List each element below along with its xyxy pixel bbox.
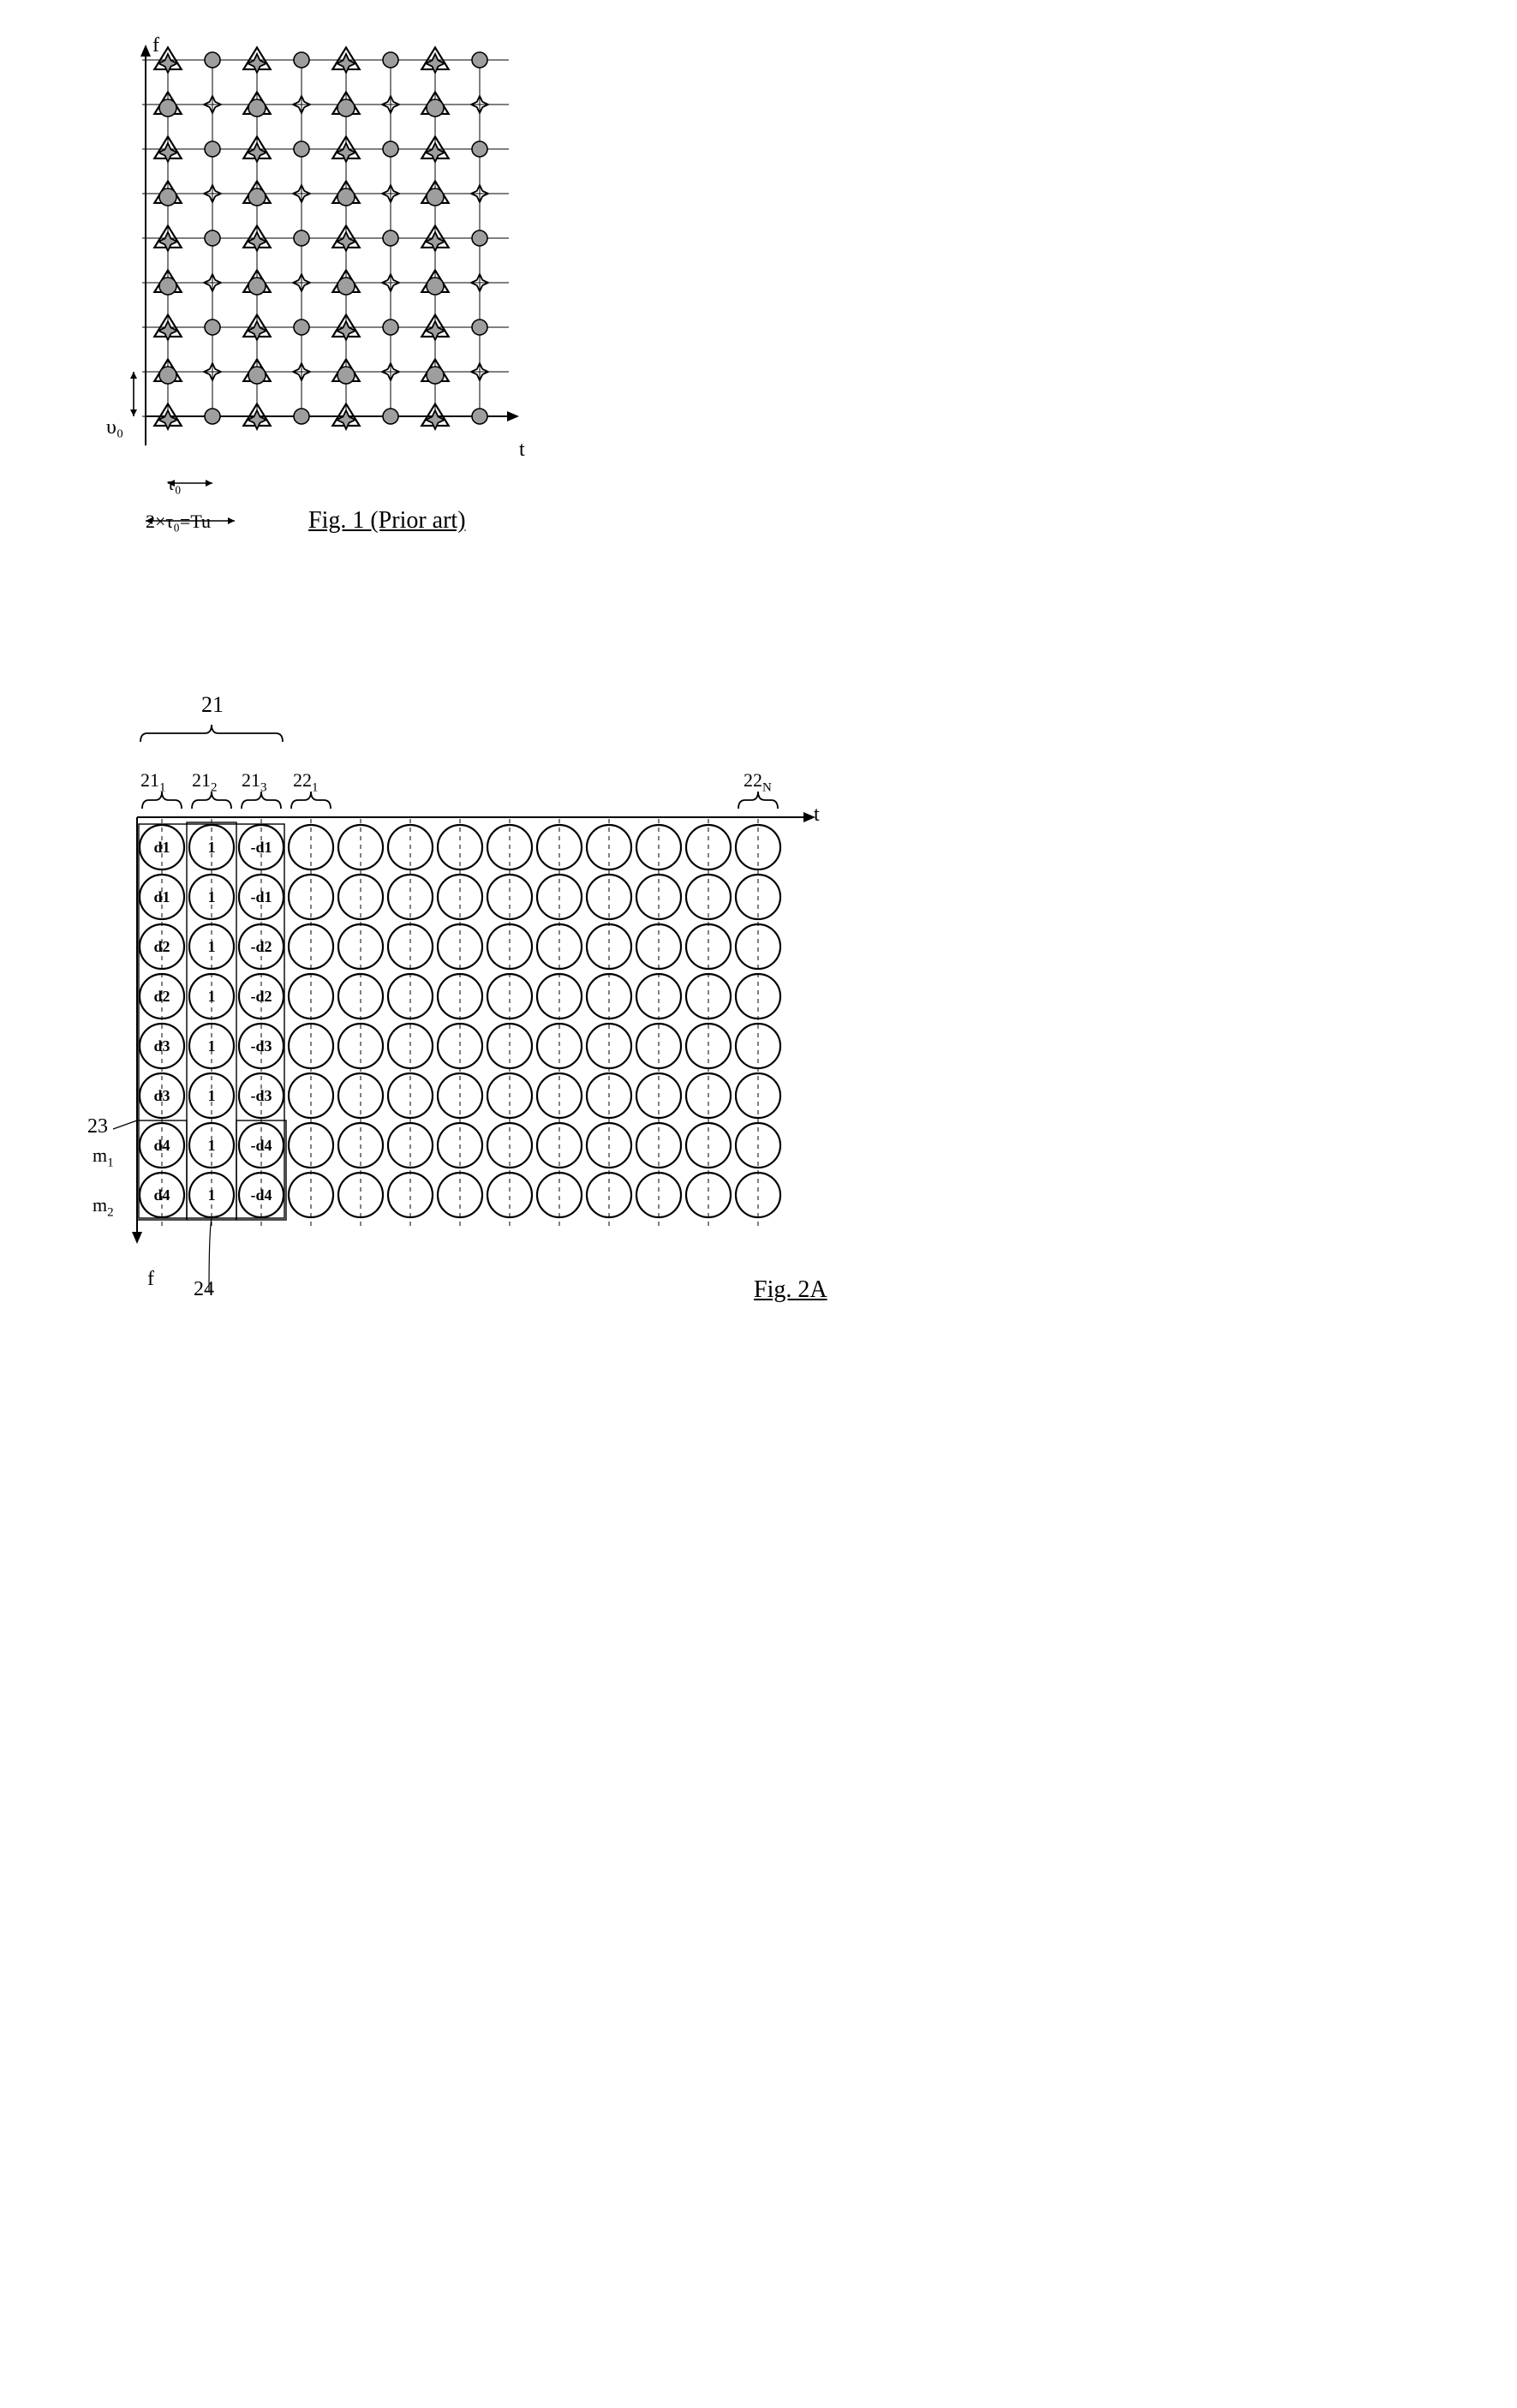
fig2a-col-label-22n: 22N	[744, 769, 772, 795]
svg-text:-d4: -d4	[250, 1186, 272, 1204]
svg-text:-d4: -d4	[250, 1137, 272, 1154]
svg-text:1: 1	[208, 938, 216, 955]
fig2a-callout-23: 23	[87, 1115, 108, 1138]
svg-text:1: 1	[208, 1087, 216, 1104]
fig2a-t-label: t	[814, 804, 820, 827]
fig2a-f-label: f	[147, 1268, 154, 1291]
fig2a-col-label-2: 212	[192, 769, 218, 795]
figure-2a: d1 1 -d1 d1 1 -d1 d2 1 -d2 d2 1 -d2 d3 1 -d3 d3 1 -d3 d4 1 -…	[34, 685, 857, 1336]
svg-text:-d2: -d2	[250, 988, 272, 1005]
svg-text:1: 1	[208, 839, 216, 856]
fig2a-m2-label: m2	[93, 1194, 114, 1220]
svg-text:1: 1	[208, 988, 216, 1005]
fig1-tau-label: τ₀	[167, 473, 182, 495]
svg-text:-d1: -d1	[250, 888, 272, 905]
svg-text:d4: d4	[153, 1137, 170, 1154]
fig2a-caption: Fig. 2A	[754, 1276, 827, 1304]
svg-text:d3: d3	[153, 1087, 170, 1104]
svg-text:1: 1	[208, 1186, 216, 1204]
figure-1: f t υ₀ τ₀ 2×τ₀=Tu Fig. 1 (Prior art)	[34, 34, 634, 617]
fig1-tu-label: 2×τ₀=Tu	[146, 511, 211, 533]
fig2a-col-label-1: 211	[140, 769, 166, 795]
svg-text:d1: d1	[153, 839, 170, 856]
fig1-f-label: f	[152, 34, 159, 57]
svg-text:d2: d2	[153, 988, 170, 1005]
svg-text:d1: d1	[153, 888, 170, 905]
svg-text:d2: d2	[153, 938, 170, 955]
svg-text:1: 1	[208, 1037, 216, 1055]
fig2a-col-label-3: 213	[242, 769, 267, 795]
fig2a-col-label-221: 221	[293, 769, 319, 795]
fig1-upsilon-label: υ₀	[106, 416, 123, 439]
svg-text:-d3: -d3	[250, 1087, 272, 1104]
svg-text:-d1: -d1	[250, 839, 272, 856]
svg-text:-d2: -d2	[250, 938, 272, 955]
fig2a-group-label: 21	[201, 692, 224, 718]
svg-text:d3: d3	[153, 1037, 170, 1055]
svg-text:d4: d4	[153, 1186, 170, 1204]
fig1-caption: Fig. 1 (Prior art)	[308, 507, 466, 535]
fig2a-m1-label: m1	[93, 1144, 114, 1170]
fig2a-callout-24: 24	[194, 1278, 214, 1301]
svg-text:1: 1	[208, 888, 216, 905]
fig1-svg	[34, 34, 634, 565]
svg-text:1: 1	[208, 1137, 216, 1154]
svg-text:-d3: -d3	[250, 1037, 272, 1055]
fig1-t-label: t	[519, 439, 525, 462]
